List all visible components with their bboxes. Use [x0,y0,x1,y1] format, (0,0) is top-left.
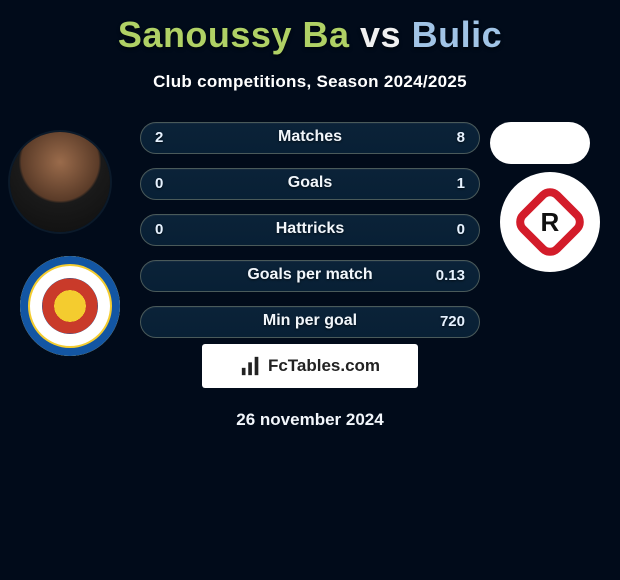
stats-list: 2 Matches 8 0 Goals 1 0 Hattricks 0 Goal… [140,122,480,352]
vs-separator: vs [360,14,401,55]
bar-chart-icon [240,355,262,377]
stat-row-matches: 2 Matches 8 [140,122,480,154]
stat-row-hattricks: 0 Hattricks 0 [140,214,480,246]
stat-row-min-per-goal: Min per goal 720 [140,306,480,338]
stat-right-value: 8 [457,129,465,146]
player2-avatar [490,122,590,164]
brand-text: FcTables.com [268,356,380,376]
player1-club-badge [20,256,120,356]
stat-right-value: 1 [457,175,465,192]
snapshot-date: 26 november 2024 [0,410,620,430]
player1-name: Sanoussy Ba [118,14,350,55]
stat-label: Hattricks [141,220,479,238]
stat-label: Goals [141,174,479,192]
stat-label: Min per goal [141,312,479,330]
stat-right-value: 0.13 [436,267,465,284]
player1-avatar [10,132,110,232]
stat-right-value: 720 [440,313,465,330]
stat-row-goals: 0 Goals 1 [140,168,480,200]
stat-label: Matches [141,128,479,146]
player2-name: Bulic [412,14,503,55]
stat-label: Goals per match [141,266,479,284]
player2-club-badge: R [500,172,600,272]
comparison-title: Sanoussy Ba vs Bulic [0,0,620,56]
stat-row-goals-per-match: Goals per match 0.13 [140,260,480,292]
subtitle: Club competitions, Season 2024/2025 [0,72,620,92]
stat-right-value: 0 [457,221,465,238]
